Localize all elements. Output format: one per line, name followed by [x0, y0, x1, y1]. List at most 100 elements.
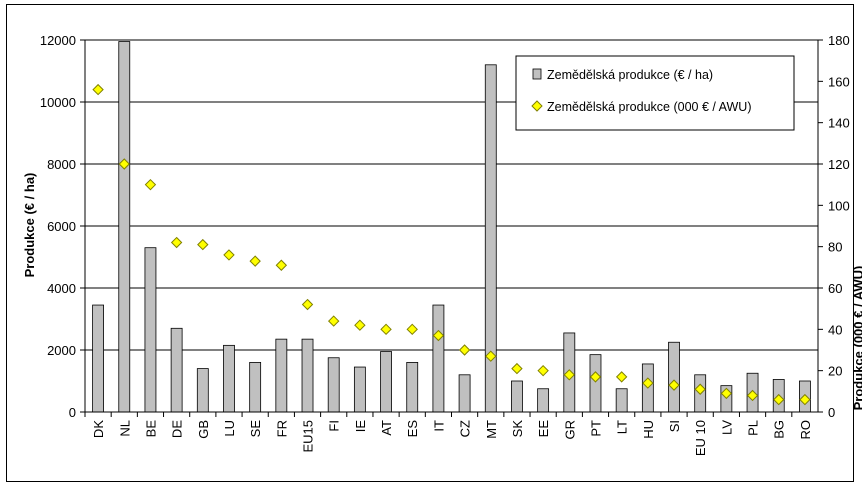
bar: [118, 41, 131, 413]
legend-diamond-swatch: [531, 100, 543, 112]
x-tick-label: RO: [798, 420, 813, 440]
x-tick-label: IE: [353, 420, 368, 433]
scatter-point: [118, 158, 130, 170]
y2-tick-label: 80: [828, 240, 842, 255]
scatter-point: [773, 393, 785, 406]
x-tick-label: IT: [431, 420, 446, 432]
scatter-point: [249, 255, 261, 267]
scatter-point: [511, 362, 523, 375]
y-tick-label: 8000: [47, 157, 76, 172]
scatter-point: [301, 298, 314, 311]
scatter-point: [327, 315, 340, 327]
x-tick-label: HU: [641, 420, 656, 439]
scatter-point: [275, 259, 288, 271]
scatter-point: [642, 377, 654, 389]
y2-tick-label: 120: [828, 157, 850, 172]
y2-tick-label: 60: [828, 281, 842, 296]
bar: [301, 338, 314, 413]
right-axis-ticks: 0 20 40 60 80 100 120 140 160 180: [818, 33, 850, 420]
y-axis-title: Produkce (€ / ha): [22, 173, 37, 278]
scatter-series: [92, 83, 811, 406]
x-tick-label: PL: [746, 420, 761, 436]
x-tick-label: FR: [274, 420, 289, 437]
scatter-point: [563, 369, 576, 381]
scatter-point: [432, 329, 445, 342]
bar: [144, 247, 157, 413]
x-tick-label: LU: [222, 420, 237, 437]
scatter-point: [537, 364, 549, 377]
x-tick-label: EE: [536, 420, 551, 438]
x-tick-label: BE: [143, 420, 158, 438]
legend-label-bars: Zemědělská produkce (€ / ha): [547, 68, 713, 82]
scatter-point: [380, 323, 392, 336]
scatter-point: [354, 319, 366, 331]
x-axis-ticks: DK NL BE DE GB LU SE FR EU15 FI IE AT ES IT CZ MT SK EE GR…: [84, 412, 813, 456]
legend-label-points: Zemědělská produkce (000 € / AWU): [547, 100, 752, 114]
bar: [668, 341, 680, 413]
x-tick-label: BG: [772, 420, 787, 439]
y2-tick-label: 0: [828, 405, 835, 420]
x-tick-label: MT: [484, 420, 499, 439]
scatter-point: [144, 178, 157, 191]
scatter-point: [458, 344, 471, 356]
x-tick-label: DK: [91, 420, 106, 438]
bar: [615, 388, 628, 413]
scatter-point: [694, 383, 706, 395]
bar: [458, 374, 471, 413]
x-tick-label: AT: [379, 420, 394, 436]
bar: [196, 368, 209, 413]
x-tick-label: GR: [562, 420, 577, 440]
x-tick-label: LT: [615, 420, 630, 434]
bar: [353, 366, 366, 413]
y2-tick-label: 180: [828, 33, 850, 48]
x-tick-label: PT: [588, 420, 603, 437]
y-tick-label: 0: [69, 405, 76, 420]
bar: [406, 361, 419, 413]
x-tick-label: CZ: [458, 420, 473, 437]
bar: [589, 354, 602, 413]
left-axis-ticks: 0 2000 4000 6000 8000 10000 12000: [40, 33, 85, 420]
x-tick-label: EU 10: [693, 420, 708, 456]
x-tick-label: EU15: [301, 420, 316, 453]
y2-tick-label: 40: [828, 322, 842, 337]
y-tick-label: 2000: [47, 343, 76, 358]
y-tick-label: 10000: [40, 95, 76, 110]
scatter-point: [406, 323, 418, 336]
bar: [511, 380, 523, 413]
x-tick-label: FI: [327, 420, 342, 432]
scatter-point: [668, 379, 680, 391]
bar: [170, 327, 183, 413]
legend: Zemědělská produkce (€ / ha) Zemědělská …: [515, 55, 795, 131]
x-tick-label: LV: [719, 420, 734, 435]
x-tick-label: GB: [196, 420, 211, 439]
scatter-point: [485, 350, 497, 362]
y2-tick-label: 20: [828, 364, 842, 379]
x-tick-label: SE: [248, 420, 263, 438]
x-tick-label: DE: [170, 420, 185, 438]
bar: [432, 304, 445, 413]
bar: [92, 304, 104, 413]
scatter-point: [92, 83, 104, 96]
bar: [223, 344, 235, 413]
scatter-point: [720, 387, 733, 400]
y-tick-label: 4000: [47, 281, 76, 296]
y-tick-label: 6000: [47, 219, 76, 234]
bar: [380, 351, 392, 413]
scatter-point: [589, 371, 602, 383]
scatter-point: [799, 393, 811, 406]
legend-bar-swatch: [532, 68, 542, 80]
y2-tick-label: 160: [828, 74, 850, 89]
y2-axis-title: Produkce (000 € / AWU): [851, 266, 862, 411]
gridlines: [85, 39, 818, 351]
scatter-point: [197, 238, 209, 251]
y-tick-label: 12000: [40, 33, 76, 48]
x-tick-label: NL: [117, 420, 132, 437]
bar: [249, 361, 262, 413]
bar: [275, 338, 288, 413]
x-tick-label: ES: [405, 420, 420, 438]
bar: [327, 357, 340, 413]
scatter-point: [746, 389, 759, 402]
x-tick-label: SI: [667, 420, 682, 432]
y2-tick-label: 140: [828, 116, 850, 131]
